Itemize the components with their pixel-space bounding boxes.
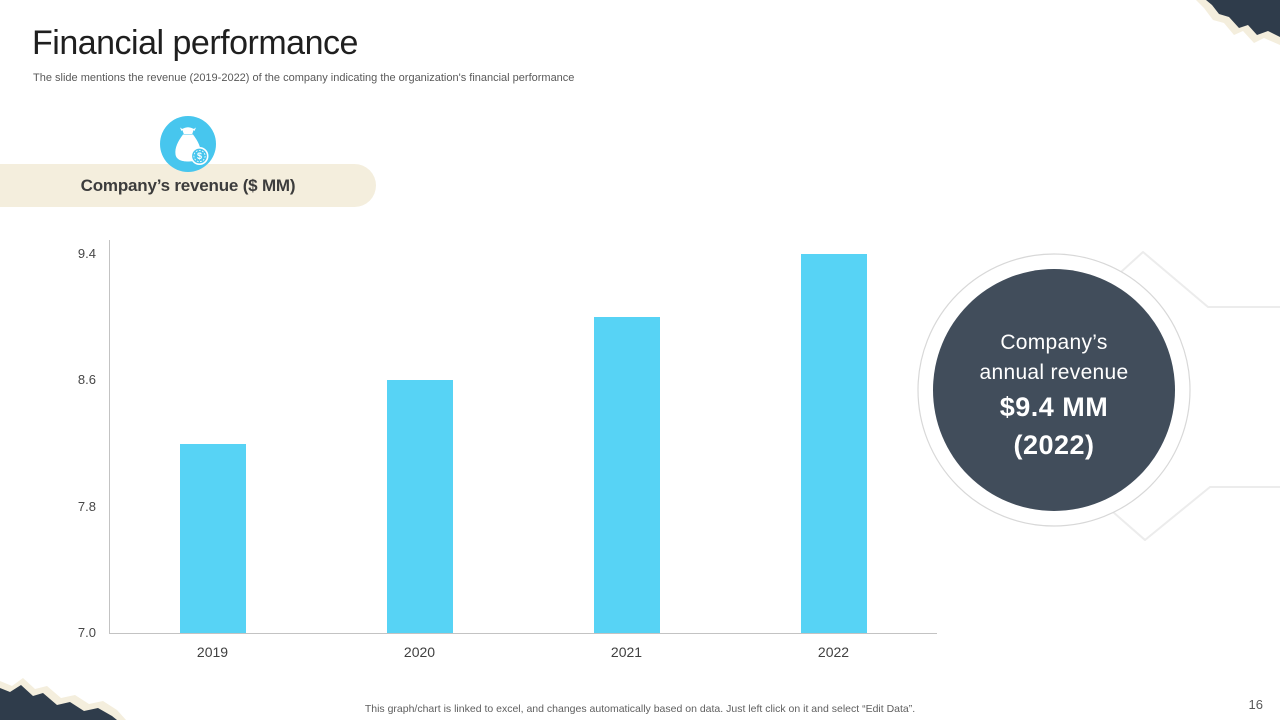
x-tick-label: 2019 [196, 644, 229, 660]
y-tick-label: 7.8 [77, 498, 96, 514]
y-tick-label: 8.6 [77, 372, 96, 388]
x-tick-label: 2020 [403, 644, 436, 660]
page-title: Financial performance [32, 24, 358, 62]
bar-2022[interactable] [800, 254, 867, 633]
page-number: 16 [1248, 697, 1263, 712]
bar-2020[interactable] [386, 380, 453, 633]
y-tick-label: 9.4 [77, 246, 96, 261]
callout-line-2: annual revenue [979, 361, 1129, 384]
callout-line-1: Company’s [1000, 331, 1108, 354]
callout-year: (2022) [1013, 430, 1095, 460]
footer-note: This graph/chart is linked to excel, and… [364, 703, 916, 715]
y-tick-label: 7.0 [77, 625, 96, 640]
money-bag-icon: $ [160, 116, 216, 172]
bar-2021[interactable] [593, 317, 660, 633]
chart-title-label: Company’s revenue ($ MM) [80, 176, 296, 195]
callout-annual-revenue: Company’s annual revenue $9.4 MM (2022) [934, 328, 1174, 464]
bar-2019[interactable] [179, 443, 246, 633]
y-axis-line [109, 240, 110, 633]
svg-text:$: $ [197, 151, 202, 161]
x-tick-label: 2022 [817, 644, 850, 660]
page-subtitle: The slide mentions the revenue (2019-202… [33, 72, 575, 84]
callout-value: $9.4 MM [999, 392, 1109, 422]
x-axis-line [109, 633, 937, 634]
x-tick-label: 2021 [610, 644, 643, 660]
chart-title-pill: Company’s revenue ($ MM) [0, 164, 376, 207]
